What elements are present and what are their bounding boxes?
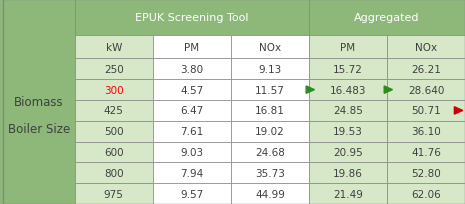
Text: NOx: NOx [259, 42, 281, 52]
Text: 9.03: 9.03 [180, 147, 203, 157]
Bar [231, 59, 309, 80]
Bar [75, 36, 153, 59]
Bar [231, 101, 309, 121]
Text: 41.76: 41.76 [411, 147, 441, 157]
Bar [387, 101, 465, 121]
Bar [75, 59, 153, 80]
Bar [231, 163, 309, 183]
Bar [153, 183, 231, 204]
Bar [3, 0, 75, 204]
Bar [75, 0, 309, 36]
Bar [309, 121, 387, 142]
Bar [75, 80, 153, 101]
Bar [75, 163, 153, 183]
Bar [387, 80, 465, 101]
Text: 9.13: 9.13 [258, 64, 281, 74]
Polygon shape [384, 86, 392, 94]
Bar [387, 36, 465, 59]
Text: 300: 300 [104, 85, 124, 95]
Text: PM: PM [184, 42, 199, 52]
Text: Biomass: Biomass [14, 95, 64, 109]
Text: 19.02: 19.02 [255, 127, 285, 136]
Bar [231, 183, 309, 204]
Bar [309, 142, 387, 163]
Text: 250: 250 [104, 64, 124, 74]
Bar [309, 0, 465, 36]
Bar [231, 121, 309, 142]
Bar [75, 121, 153, 142]
Text: 800: 800 [104, 168, 124, 178]
Text: 26.21: 26.21 [411, 64, 441, 74]
Text: 9.57: 9.57 [180, 189, 204, 199]
Text: 7.94: 7.94 [180, 168, 204, 178]
Text: 425: 425 [104, 106, 124, 116]
Bar [75, 101, 153, 121]
Text: 24.68: 24.68 [255, 147, 285, 157]
Bar [153, 142, 231, 163]
Text: 36.10: 36.10 [411, 127, 441, 136]
Text: 16.483: 16.483 [330, 85, 366, 95]
Bar [387, 59, 465, 80]
Bar [309, 80, 387, 101]
Polygon shape [306, 86, 314, 94]
Text: 600: 600 [104, 147, 124, 157]
Bar [153, 80, 231, 101]
Text: 500: 500 [104, 127, 124, 136]
Text: PM: PM [340, 42, 356, 52]
Text: 19.53: 19.53 [333, 127, 363, 136]
Bar [309, 101, 387, 121]
Text: 50.71: 50.71 [411, 106, 441, 116]
Bar [231, 80, 309, 101]
Text: 6.47: 6.47 [180, 106, 204, 116]
Bar [153, 163, 231, 183]
Text: 35.73: 35.73 [255, 168, 285, 178]
Bar [309, 59, 387, 80]
Bar [387, 163, 465, 183]
Text: 44.99: 44.99 [255, 189, 285, 199]
Text: kW: kW [106, 42, 122, 52]
Bar [153, 101, 231, 121]
Text: 15.72: 15.72 [333, 64, 363, 74]
Bar [231, 142, 309, 163]
Bar [387, 121, 465, 142]
Bar [387, 142, 465, 163]
Text: 19.86: 19.86 [333, 168, 363, 178]
Bar [309, 183, 387, 204]
Text: 4.57: 4.57 [180, 85, 204, 95]
Text: 3.80: 3.80 [180, 64, 203, 74]
Text: 62.06: 62.06 [411, 189, 441, 199]
Text: 21.49: 21.49 [333, 189, 363, 199]
Bar [153, 59, 231, 80]
Text: Aggregated: Aggregated [354, 13, 420, 23]
Text: 52.80: 52.80 [411, 168, 441, 178]
Text: Boiler Size: Boiler Size [8, 122, 70, 135]
Text: 16.81: 16.81 [255, 106, 285, 116]
Text: 7.61: 7.61 [180, 127, 204, 136]
Bar [309, 36, 387, 59]
Bar [309, 163, 387, 183]
Bar [75, 183, 153, 204]
Text: 20.95: 20.95 [333, 147, 363, 157]
Text: NOx: NOx [415, 42, 437, 52]
Text: 28.640: 28.640 [408, 85, 444, 95]
Text: EPUK Screening Tool: EPUK Screening Tool [135, 13, 249, 23]
Polygon shape [454, 107, 463, 115]
Bar [153, 36, 231, 59]
Bar [231, 36, 309, 59]
Text: 975: 975 [104, 189, 124, 199]
Bar [153, 121, 231, 142]
Bar [387, 183, 465, 204]
Bar [75, 142, 153, 163]
Text: 11.57: 11.57 [255, 85, 285, 95]
Text: 24.85: 24.85 [333, 106, 363, 116]
